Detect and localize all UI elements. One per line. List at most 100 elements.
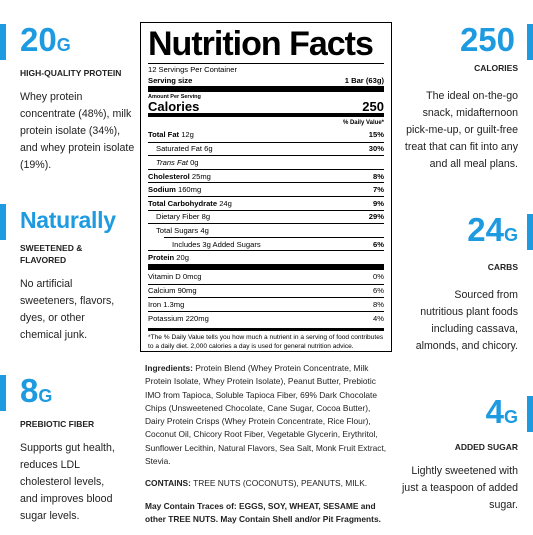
daily-value: 29% [368, 212, 384, 222]
daily-value: 0% [373, 272, 384, 282]
heading: HIGH-QUALITY PROTEIN [20, 68, 122, 78]
nutrient-row: Protein 20g [148, 250, 384, 264]
footnote: *The % Daily Value tells you how much a … [148, 328, 384, 351]
daily-value: 8% [373, 299, 384, 309]
description: Supports gut health, reduces LDL cholest… [20, 442, 115, 522]
heading: SWEETENED & FLAVORED [20, 243, 83, 265]
nutrient-amount: 20g [176, 253, 189, 263]
daily-value: 8% [373, 171, 384, 181]
label-title: Nutrition Facts [148, 25, 374, 63]
calories: 250 [362, 99, 384, 114]
contains-label: CONTAINS: [145, 478, 191, 489]
nutrient-name: Vitamin D [148, 272, 181, 282]
nutrient-row: Vitamin D 0mcg 0% [148, 270, 384, 284]
nutrient-row: Dietary Fiber 8g 29% [148, 209, 384, 224]
stat: 24 [467, 211, 504, 248]
stat: 250 [459, 21, 515, 58]
accent-bar [0, 375, 6, 411]
nutrient-name: Sodium [148, 185, 176, 195]
daily-value: 9% [373, 198, 384, 208]
nutrient: Total Fat 12g [148, 130, 194, 139]
amount-per-serving: Amount Per Serving [148, 94, 201, 100]
accent-bar [527, 24, 533, 60]
nutrient-amount: 220mg [185, 313, 209, 323]
nutrient-name: Calcium [148, 286, 176, 296]
callout: 8G PREBIOTIC FIBER Supports gut health, … [20, 373, 138, 525]
daily-value: 6% [373, 286, 384, 296]
stat: Naturally [20, 207, 116, 233]
nutrient-name: Cholesterol [148, 171, 190, 181]
unit: G [503, 407, 518, 427]
nutrient-name: Trans Fat [156, 157, 188, 167]
description: Sourced from nutritious plant foods incl… [415, 289, 518, 352]
description: Lightly sweetened with just a teaspoon o… [401, 465, 518, 511]
description: Whey protein concentrate (48%), milk pro… [20, 91, 135, 171]
ingredients: Ingredients: Protein Blend (Whey Protein… [145, 362, 387, 535]
nutrient-row: Saturated Fat 6g 30% [148, 141, 384, 156]
nutrient-amount: 8g [201, 212, 211, 222]
unit: G [56, 35, 71, 55]
serving-size: 1 Bar (63g) [344, 75, 384, 85]
nutrient-amount: 4g [200, 225, 209, 235]
nutrition-label: Nutrition Facts 12 Servings Per Containe… [140, 22, 392, 352]
accent-bar [0, 204, 6, 240]
nutrient: Iron 1.3mg [148, 300, 184, 309]
callout: 4G ADDED SUGAR Lightly sweetened with ju… [400, 394, 518, 514]
contains-text: TREE NUTS (COCONUTS), PEANUTS, MILK. [193, 478, 368, 489]
daily-value: 4% [373, 313, 384, 323]
nutrient: Dietary Fiber 8g [148, 212, 210, 221]
nutrient-amount: 25mg [191, 171, 211, 181]
traces: May Contain Traces of: EGGS, SOY, WHEAT,… [145, 500, 381, 524]
nutrient: Cholesterol 25mg [148, 172, 211, 181]
nutrient-name: Total Carbohydrate [148, 198, 218, 208]
accent-bar [527, 396, 533, 432]
nutrient-name: Total Fat [148, 130, 180, 140]
dv-header: % Daily Value* [342, 119, 384, 126]
unit: G [503, 225, 518, 245]
nutrient-row: Trans Fat 0g [148, 155, 384, 169]
nutrient-name: Total Sugars [156, 225, 199, 235]
accent-bar [0, 24, 6, 60]
heading: CARBS [487, 262, 518, 272]
nutrient: Potassium 220mg [148, 314, 209, 323]
serving-size-label: Serving size [148, 75, 193, 85]
nutrient-name: Iron [148, 299, 162, 309]
nutrient-row: Total Carbohydrate 24g 9% [148, 195, 384, 210]
heading: ADDED SUGAR [454, 442, 518, 452]
nutrient-row: Iron 1.3mg 8% [148, 297, 384, 311]
daily-value: 7% [373, 185, 384, 195]
heading: PREBIOTIC FIBER [20, 419, 95, 429]
nutrient-name: Protein [148, 253, 175, 263]
daily-value: 30% [368, 144, 384, 154]
daily-value: 6% [373, 239, 384, 249]
nutrient-amount: 0mcg [182, 272, 202, 282]
heading: CALORIES [474, 63, 518, 73]
description: The ideal on-the-go snack, midafternoon … [404, 90, 518, 170]
nutrient: Trans Fat 0g [148, 158, 199, 167]
callout: 24G CARBS Sourced from nutritious plant … [400, 212, 518, 355]
nutrient-amount: 1.3mg [163, 299, 185, 309]
stat: 4 [485, 393, 504, 430]
nutrient-name: Dietary Fiber [156, 212, 200, 222]
nutrient: Calcium 90mg [148, 286, 197, 295]
nutrient-name: Potassium [148, 313, 184, 323]
callout: 250 CALORIES The ideal on-the-go snack, … [400, 22, 518, 173]
ingredients-text: Protein Blend (Whey Protein Concentrate,… [145, 363, 387, 467]
nutrient-row: Cholesterol 25mg 8% [148, 168, 384, 183]
nutrient-amount: 12g [181, 130, 194, 140]
nutrient-amount: 6g [204, 144, 213, 154]
nutrient: Includes 3g Added Sugars [164, 240, 261, 249]
nutrient: Saturated Fat 6g [148, 144, 213, 153]
nutrient-name: Saturated Fat [156, 144, 203, 154]
nutrient-row: Total Fat 12g 15% [148, 128, 384, 142]
nutrient: Sodium 160mg [148, 185, 201, 194]
nutrient-row: Potassium 220mg 4% [148, 310, 384, 325]
nutrient-amount: 160mg [177, 185, 202, 195]
nutrient: Protein 20g [148, 253, 189, 262]
nutrient-row: Includes 3g Added Sugars 6% [164, 236, 384, 251]
ingredients-label: Ingredients: [145, 363, 193, 373]
nutrient: Total Carbohydrate 24g [148, 199, 232, 208]
nutrient-row: Sodium 160mg 7% [148, 182, 384, 196]
callout: 20G HIGH-QUALITY PROTEIN Whey protein co… [20, 22, 138, 174]
servings: 12 Servings Per Container [148, 63, 384, 74]
